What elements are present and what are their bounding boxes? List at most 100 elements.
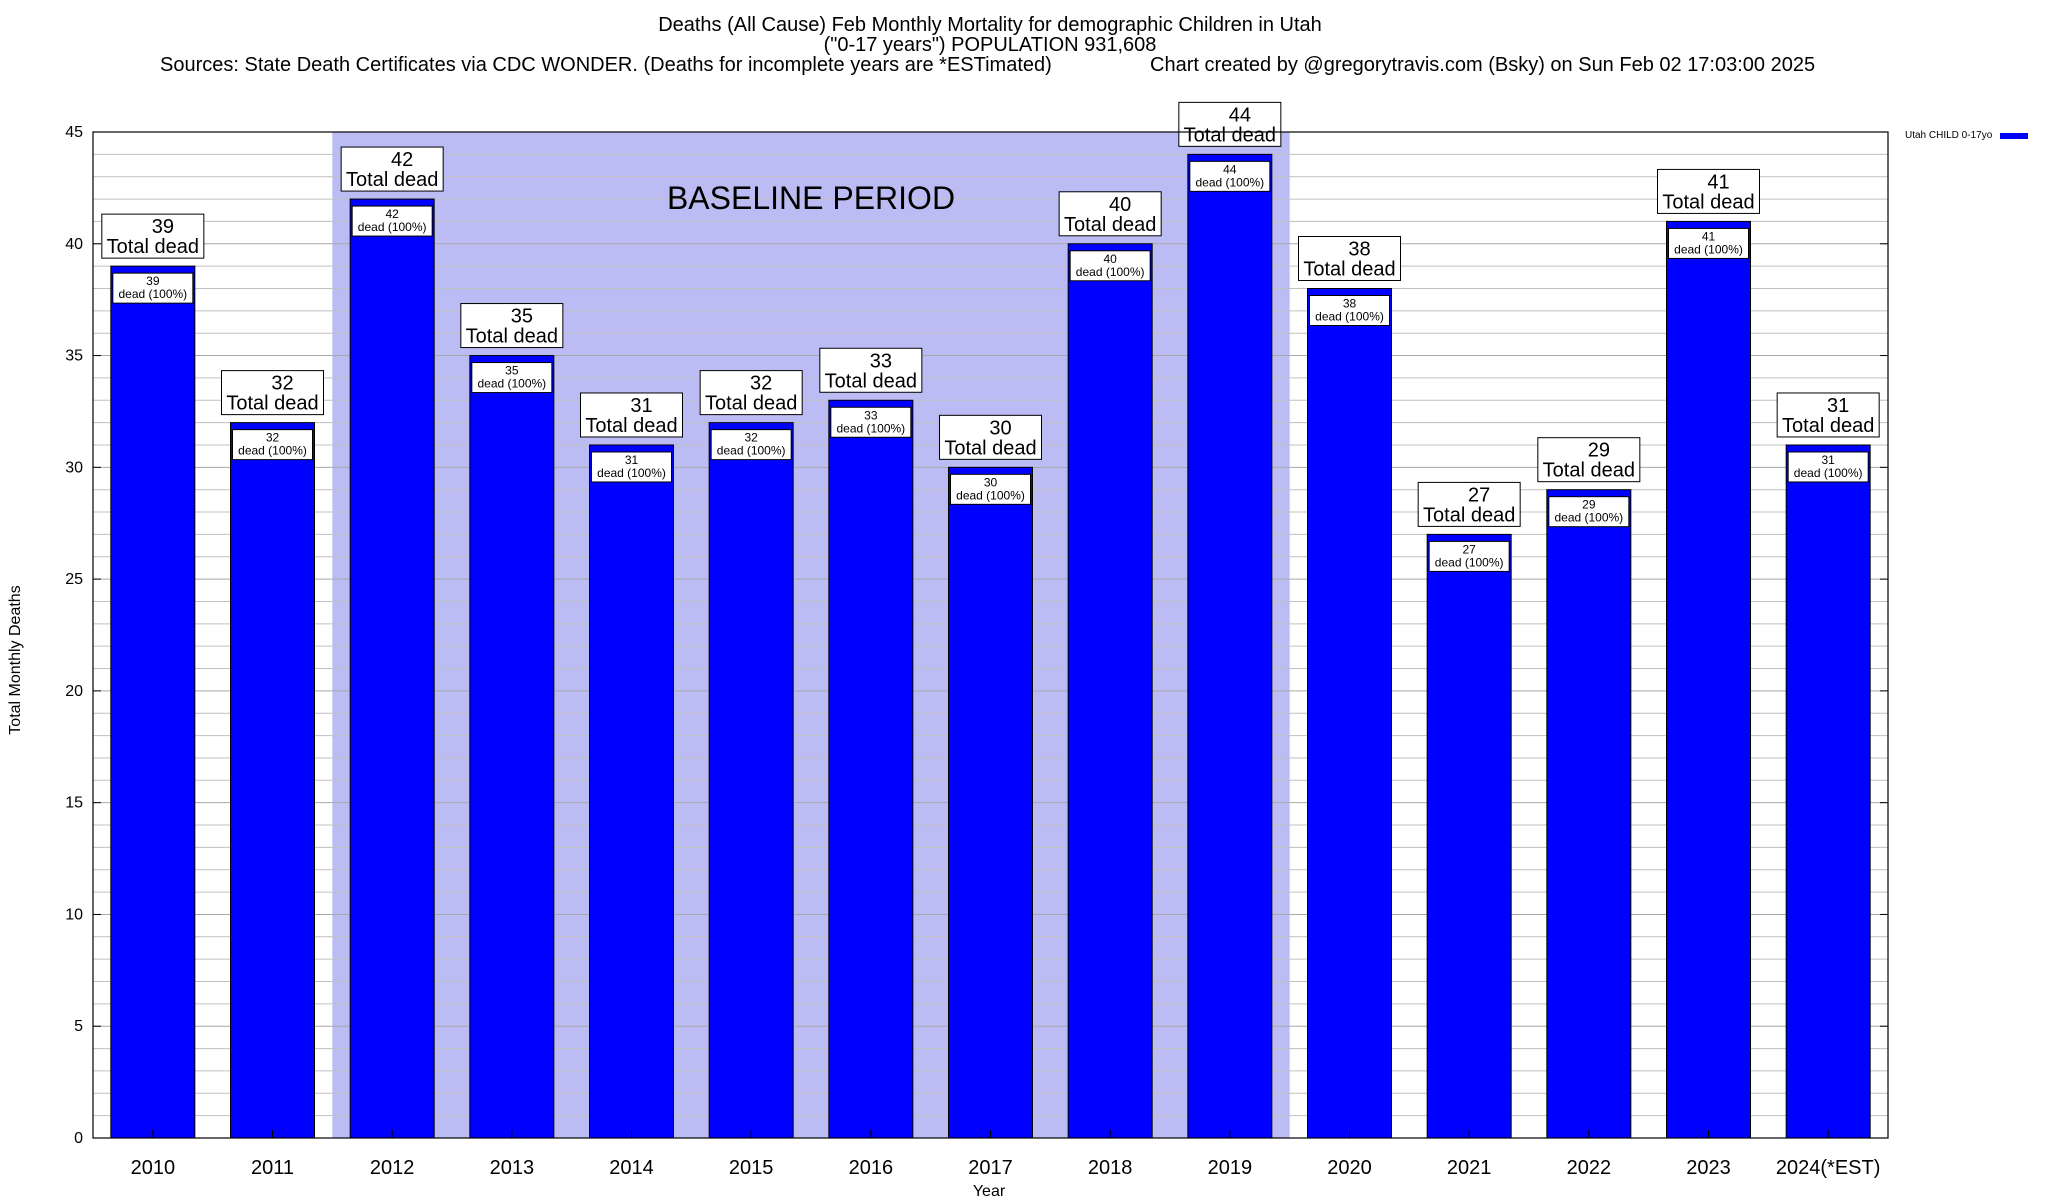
bar — [110, 265, 196, 1139]
bar-top-value: 30 — [989, 417, 1011, 439]
x-tick-label: 2016 — [849, 1157, 894, 1179]
baseline-period-label: BASELINE PERIOD — [667, 180, 955, 216]
bar-inner-label-box — [710, 429, 792, 461]
bar-top-label-box — [1058, 191, 1162, 237]
bar-top-label-box — [699, 370, 803, 416]
bar-top-label-box — [1657, 168, 1760, 214]
bar-inner-label-box — [591, 451, 672, 483]
bar-inner-pct: dead (100%) — [358, 220, 427, 234]
bar-inner-label-box — [950, 473, 1031, 505]
bar-top-value: 41 — [1707, 171, 1729, 193]
bar-top-value: 27 — [1468, 484, 1490, 506]
bar-inner-value: 42 — [385, 207, 399, 221]
y-tick-label: 45 — [65, 124, 83, 141]
bar-inner-value: 41 — [1702, 229, 1716, 243]
bar-inner-pct: dead (100%) — [118, 287, 187, 301]
bar-top-label-box — [460, 303, 564, 349]
bar — [948, 466, 1033, 1139]
chart-subtitle: ("0-17 years") POPULATION 931,608 — [823, 34, 1157, 56]
chart-credit: Chart created by @gregorytravis.com (Bsk… — [1150, 54, 1816, 76]
bar-inner-pct: dead (100%) — [597, 466, 666, 480]
bar-top-value: 39 — [152, 216, 174, 238]
bar-inner-pct: dead (100%) — [1076, 265, 1145, 279]
bar-top-label-box — [221, 370, 324, 416]
bar-inner-value: 31 — [1821, 453, 1835, 467]
bar-inner-label-box — [1189, 160, 1271, 192]
x-tick-label: 2023 — [1686, 1157, 1731, 1179]
x-tick-label: 2015 — [729, 1157, 774, 1179]
bar-top-total: Total dead — [1064, 214, 1156, 236]
x-tick-label: 2014 — [609, 1157, 654, 1179]
bar-top-label-box — [939, 414, 1042, 460]
bar-top-value: 44 — [1229, 104, 1251, 126]
bar — [349, 198, 435, 1139]
bar-inner-pct: dead (100%) — [717, 444, 786, 458]
x-tick-label: 2022 — [1567, 1157, 1612, 1179]
bar-top-total: Total dead — [944, 437, 1036, 459]
bar-inner-pct: dead (100%) — [477, 377, 546, 391]
bar-top-total: Total dead — [1303, 258, 1395, 280]
bar-inner-label-box — [1069, 250, 1151, 282]
bar-top-total: Total dead — [1662, 191, 1754, 213]
bar-top-value: 38 — [1348, 238, 1370, 260]
bar — [589, 444, 674, 1139]
bar-top-total: Total dead — [1184, 124, 1276, 146]
chart-source: Sources: State Death Certificates via CD… — [160, 54, 1052, 76]
bar-inner-label-box — [232, 429, 313, 461]
y-tick-label: 0 — [74, 1130, 83, 1147]
bar-top-total: Total dead — [346, 169, 438, 191]
bar-top-label-box — [1417, 481, 1521, 527]
bar — [1785, 444, 1871, 1139]
y-tick-label: 15 — [65, 795, 83, 812]
bar-top-total: Total dead — [585, 415, 677, 437]
plot-border — [92, 131, 1889, 1139]
bar-inner-pct: dead (100%) — [1674, 242, 1743, 256]
y-tick-label: 25 — [65, 571, 83, 588]
y-tick-label: 5 — [74, 1018, 83, 1035]
y-tick-label: 20 — [65, 683, 83, 700]
bar — [230, 422, 315, 1139]
bar-inner-value: 39 — [146, 274, 160, 288]
chart-title: Deaths (All Cause) Feb Monthly Mortality… — [658, 14, 1322, 36]
bar-inner-pct: dead (100%) — [836, 421, 905, 435]
bar-top-value: 32 — [271, 373, 293, 395]
x-tick-label: 2013 — [490, 1157, 535, 1179]
bar-top-total: Total dead — [466, 326, 558, 348]
bar-top-total: Total dead — [107, 236, 199, 258]
bar-inner-label-box — [351, 205, 433, 237]
bar-top-total: Total dead — [1423, 504, 1515, 526]
y-tick-label: 35 — [65, 348, 83, 365]
y-tick-label: 10 — [65, 906, 83, 923]
bar-top-label-box — [101, 213, 205, 259]
bar-top-value: 29 — [1588, 440, 1610, 462]
bar-inner-label-box — [112, 272, 194, 304]
x-axis-label: Year — [972, 1183, 1006, 1200]
bar-inner-value: 32 — [266, 431, 280, 445]
bar-top-value: 40 — [1109, 194, 1131, 216]
bar-top-label-box — [819, 347, 923, 393]
bar-top-total: Total dead — [1543, 460, 1635, 482]
bar-top-value: 33 — [870, 350, 892, 372]
bar — [708, 422, 794, 1139]
bar-top-label-box — [1298, 235, 1401, 281]
x-tick-label: 2019 — [1208, 1157, 1253, 1179]
bar — [1067, 243, 1153, 1139]
bar-inner-label-box — [830, 406, 912, 438]
legend-swatch — [2000, 132, 2029, 139]
bar-inner-pct: dead (100%) — [1195, 175, 1264, 189]
bar-inner-value: 29 — [1582, 498, 1596, 512]
x-tick-label: 2018 — [1088, 1157, 1133, 1179]
bar-top-total: Total dead — [226, 393, 318, 415]
bar-inner-value: 30 — [984, 475, 998, 489]
bar-inner-pct: dead (100%) — [956, 488, 1025, 502]
bar-top-value: 31 — [1827, 395, 1849, 417]
y-axis-label: Total Monthly Deaths — [7, 585, 24, 735]
bar-inner-pct: dead (100%) — [1315, 309, 1384, 323]
bar-inner-label-box — [1309, 294, 1390, 326]
bar-top-label-box — [1537, 437, 1641, 483]
x-tick-label: 2012 — [370, 1157, 415, 1179]
bar-inner-pct: dead (100%) — [238, 444, 307, 458]
bar-top-total: Total dead — [825, 370, 917, 392]
y-tick-label: 30 — [65, 459, 83, 476]
